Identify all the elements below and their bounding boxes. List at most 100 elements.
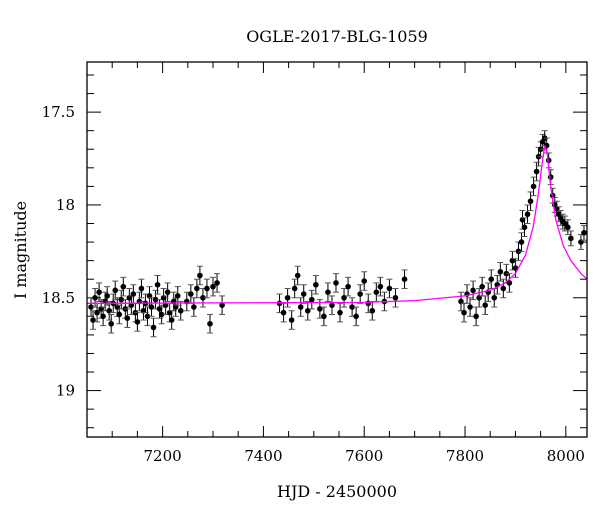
- data-point: [124, 308, 131, 328]
- data-point: [467, 297, 474, 317]
- data-marker: [294, 272, 301, 279]
- data-point: [130, 284, 137, 304]
- data-marker: [168, 317, 175, 323]
- data-marker: [164, 289, 171, 295]
- data-point: [518, 232, 525, 252]
- data-marker: [470, 287, 476, 294]
- data-marker: [177, 307, 184, 314]
- data-point: [473, 306, 480, 327]
- data-marker: [96, 289, 102, 295]
- data-point: [479, 276, 486, 297]
- data-point: [219, 295, 226, 315]
- data-marker: [108, 320, 114, 327]
- data-marker: [120, 283, 127, 290]
- data-marker: [194, 285, 200, 292]
- data-marker: [361, 278, 368, 284]
- data-marker: [581, 229, 587, 236]
- data-marker: [488, 276, 495, 283]
- data-point: [320, 306, 327, 327]
- data-point: [476, 287, 483, 308]
- data-marker: [515, 248, 522, 255]
- data-point: [345, 276, 352, 297]
- data-marker: [333, 280, 339, 286]
- data-point: [164, 282, 171, 302]
- data-point: [88, 297, 95, 317]
- data-point: [297, 297, 304, 317]
- data-marker: [152, 296, 159, 303]
- data-marker: [527, 198, 534, 205]
- x-tick-label: 7600: [345, 447, 383, 465]
- data-marker: [297, 304, 304, 310]
- data-marker: [512, 265, 519, 271]
- data-point: [108, 313, 115, 334]
- data-marker: [329, 302, 335, 308]
- data-point: [92, 287, 99, 308]
- data-point: [324, 282, 331, 302]
- data-point: [190, 297, 197, 317]
- data-marker: [118, 296, 125, 303]
- data-point: [457, 291, 464, 312]
- data-point: [154, 274, 161, 295]
- data-marker: [369, 307, 376, 314]
- data-marker: [276, 300, 283, 307]
- data-point: [193, 278, 200, 299]
- data-point: [280, 302, 287, 323]
- data-marker: [144, 313, 151, 320]
- data-marker: [568, 235, 574, 242]
- data-marker: [104, 293, 110, 299]
- data-point: [177, 300, 184, 321]
- data-marker: [154, 281, 161, 288]
- data-point: [300, 284, 307, 304]
- data-point: [187, 284, 194, 304]
- data-marker: [473, 313, 479, 320]
- data-point: [210, 276, 217, 297]
- y-tick-label: 17.5: [42, 103, 75, 121]
- data-marker: [518, 239, 525, 245]
- data-marker: [188, 291, 194, 297]
- data-marker: [373, 289, 380, 295]
- data-point: [527, 191, 534, 212]
- data-point: [206, 313, 213, 334]
- data-point: [491, 287, 498, 308]
- x-tick-label: 8000: [547, 447, 585, 465]
- data-marker: [138, 285, 145, 292]
- data-point: [308, 289, 315, 310]
- data-point: [377, 276, 384, 297]
- y-tick-label: 19: [56, 382, 75, 400]
- data-marker: [533, 168, 540, 175]
- data-marker: [562, 220, 568, 227]
- data-point: [294, 265, 301, 286]
- data-point: [392, 287, 399, 308]
- data-point: [386, 278, 393, 299]
- data-point: [464, 284, 471, 304]
- model-curve: [86, 145, 588, 304]
- data-point: [288, 310, 295, 330]
- data-marker: [288, 317, 295, 323]
- data-point: [515, 241, 522, 262]
- data-marker: [210, 283, 216, 290]
- data-marker: [479, 283, 485, 290]
- data-point: [196, 265, 203, 286]
- data-marker: [284, 294, 291, 301]
- x-tick-label: 7800: [446, 447, 484, 465]
- data-marker: [337, 309, 343, 316]
- data-marker: [191, 304, 197, 310]
- data-marker: [174, 293, 181, 299]
- data-marker: [524, 211, 531, 218]
- data-marker: [497, 268, 504, 275]
- data-marker: [500, 285, 507, 292]
- data-point: [134, 312, 141, 332]
- y-tick-label: 18.5: [42, 289, 75, 307]
- data-point: [497, 261, 504, 282]
- data-marker: [321, 313, 327, 320]
- chart-title: OGLE-2017-BLG-1059: [246, 27, 428, 46]
- x-tick-label: 7400: [244, 447, 282, 465]
- data-marker: [377, 283, 384, 290]
- data-marker: [94, 309, 100, 316]
- data-point: [482, 295, 489, 315]
- data-point: [312, 274, 319, 295]
- data-point: [104, 286, 111, 306]
- data-point: [506, 273, 513, 293]
- data-marker: [280, 309, 287, 316]
